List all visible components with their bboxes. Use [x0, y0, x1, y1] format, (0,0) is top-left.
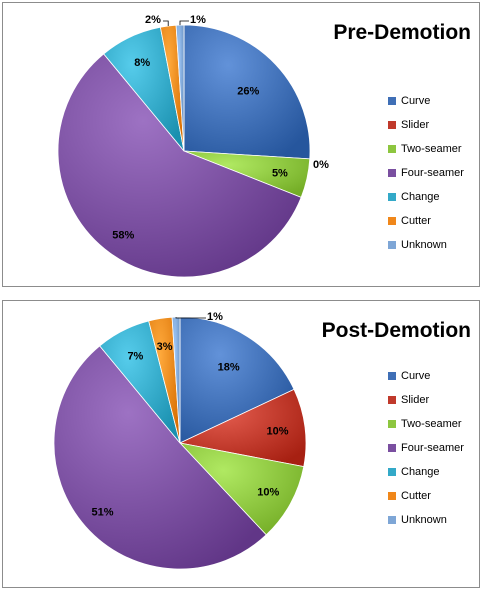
legend-item-curve: Curve [388, 364, 464, 388]
legend-swatch [388, 396, 396, 404]
data-label-curve: 26% [237, 86, 259, 98]
leader-line [175, 317, 206, 319]
legend-swatch [388, 217, 396, 225]
legend-swatch [388, 516, 396, 524]
chart-panel-post-demotion: 18% 10% 10% 51% 7% 3% 1% Post-Demotion Curve Sl… [2, 300, 480, 588]
legend-item-unknown: Unknown [388, 233, 464, 257]
legend-swatch [388, 372, 396, 380]
legend-swatch [388, 193, 396, 201]
pie-slice-two-seamer [178, 442, 305, 536]
data-label-curve: 18% [218, 361, 240, 373]
data-label-cutter: 3% [157, 341, 173, 353]
legend-label: Cutter [401, 215, 431, 227]
legend-item-slider: Slider [388, 388, 464, 412]
legend-label: Curve [401, 370, 431, 382]
legend-label: Two-seamer [401, 418, 462, 430]
legend-item-change: Change [388, 460, 464, 484]
legend-swatch [388, 97, 396, 105]
legend-label: Two-seamer [401, 143, 462, 155]
legend-label: Unknown [401, 239, 447, 251]
legend-label: Unknown [401, 514, 447, 526]
legend-label: Four-seamer [401, 442, 464, 454]
legend-item-curve: Curve [388, 89, 464, 113]
legend-item-slider: Slider [388, 113, 464, 137]
legend: Curve Slider Two-seamer Four-seamer Change Cu… [388, 89, 464, 257]
legend-swatch [388, 468, 396, 476]
legend-label: Slider [401, 119, 430, 131]
pie-slice-four-seamer [57, 53, 302, 278]
legend-label: Slider [401, 394, 430, 406]
legend-swatch [388, 145, 396, 153]
legend-item-four-seamer: Four-seamer [388, 436, 464, 460]
legend-swatch [388, 241, 396, 249]
chart-title: Pre-Demotion [333, 21, 471, 44]
pie-slice-slider [178, 388, 307, 468]
pie-chart-pre-demotion: 26% 0% 5% 58% 8% 2% 1% [57, 14, 329, 278]
data-label-change: 7% [127, 350, 143, 362]
data-label-four-seamer: 51% [91, 506, 113, 518]
legend-swatch [388, 121, 396, 129]
pie-slice-four-seamer [53, 345, 267, 570]
pie-slice-unknown [171, 316, 181, 444]
chart-title: Post-Demotion [321, 319, 471, 342]
data-label-slider: 10% [266, 426, 288, 438]
legend-swatch [388, 444, 396, 452]
leader-line [163, 20, 169, 26]
legend-item-cutter: Cutter [388, 209, 464, 233]
data-label-unknown: 1% [190, 14, 206, 26]
legend: Curve Slider Two-seamer Four-seamer Change Cu… [388, 364, 464, 532]
chart-panel-pre-demotion: 26% 0% 5% 58% 8% 2% 1% Pre-Demotion Curve Slide… [2, 2, 480, 287]
pie-chart-post-demotion: 18% 10% 10% 51% 7% 3% 1% [53, 311, 307, 570]
data-label-change: 8% [134, 57, 150, 69]
legend-label: Curve [401, 95, 431, 107]
legend-label: Change [401, 466, 440, 478]
legend-item-two-seamer: Two-seamer [388, 412, 464, 436]
legend-item-four-seamer: Four-seamer [388, 161, 464, 185]
data-label-cutter: 2% [145, 14, 161, 26]
legend-item-unknown: Unknown [388, 508, 464, 532]
legend-item-two-seamer: Two-seamer [388, 137, 464, 161]
data-label-unknown: 1% [207, 311, 223, 323]
legend-label: Change [401, 191, 440, 203]
data-label-two-seamer: 5% [272, 167, 288, 179]
data-label-slider: 0% [313, 159, 329, 171]
pie-slice-curve [183, 24, 311, 160]
legend-item-change: Change [388, 185, 464, 209]
legend-swatch [388, 420, 396, 428]
legend-label: Four-seamer [401, 167, 464, 179]
legend-swatch [388, 169, 396, 177]
legend-swatch [388, 492, 396, 500]
legend-label: Cutter [401, 490, 431, 502]
legend-item-cutter: Cutter [388, 484, 464, 508]
leader-line [179, 20, 189, 26]
data-label-four-seamer: 58% [112, 230, 134, 242]
data-label-two-seamer: 10% [257, 487, 279, 499]
